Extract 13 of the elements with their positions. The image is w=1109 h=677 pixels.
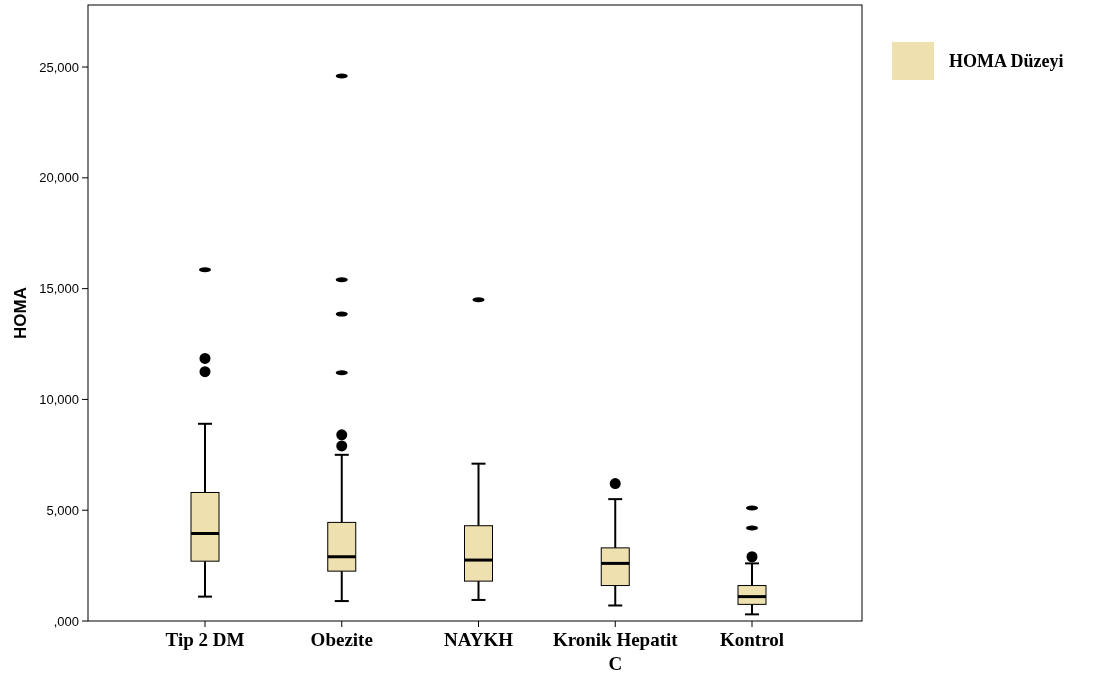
- x-tick-label: Kronik Hepatit C: [552, 629, 679, 674]
- y-axis-title: HOMA: [11, 287, 30, 339]
- legend-label: HOMA Düzeyi: [949, 51, 1064, 72]
- x-tick-label: Tip 2 DM: [165, 629, 245, 650]
- y-tick-label: 25,000: [39, 59, 79, 75]
- y-tick-label: 15,000: [39, 281, 79, 297]
- x-tick-label: NAYKH: [444, 629, 514, 650]
- x-tick-label: Kontrol: [719, 629, 785, 650]
- y-tick-label: 5,000: [46, 502, 79, 518]
- x-tick-label: Obezite: [310, 629, 373, 650]
- y-tick-label: ,000: [53, 613, 79, 629]
- y-tick-label: 20,000: [39, 170, 79, 186]
- y-tick-label: 10,000: [39, 391, 79, 407]
